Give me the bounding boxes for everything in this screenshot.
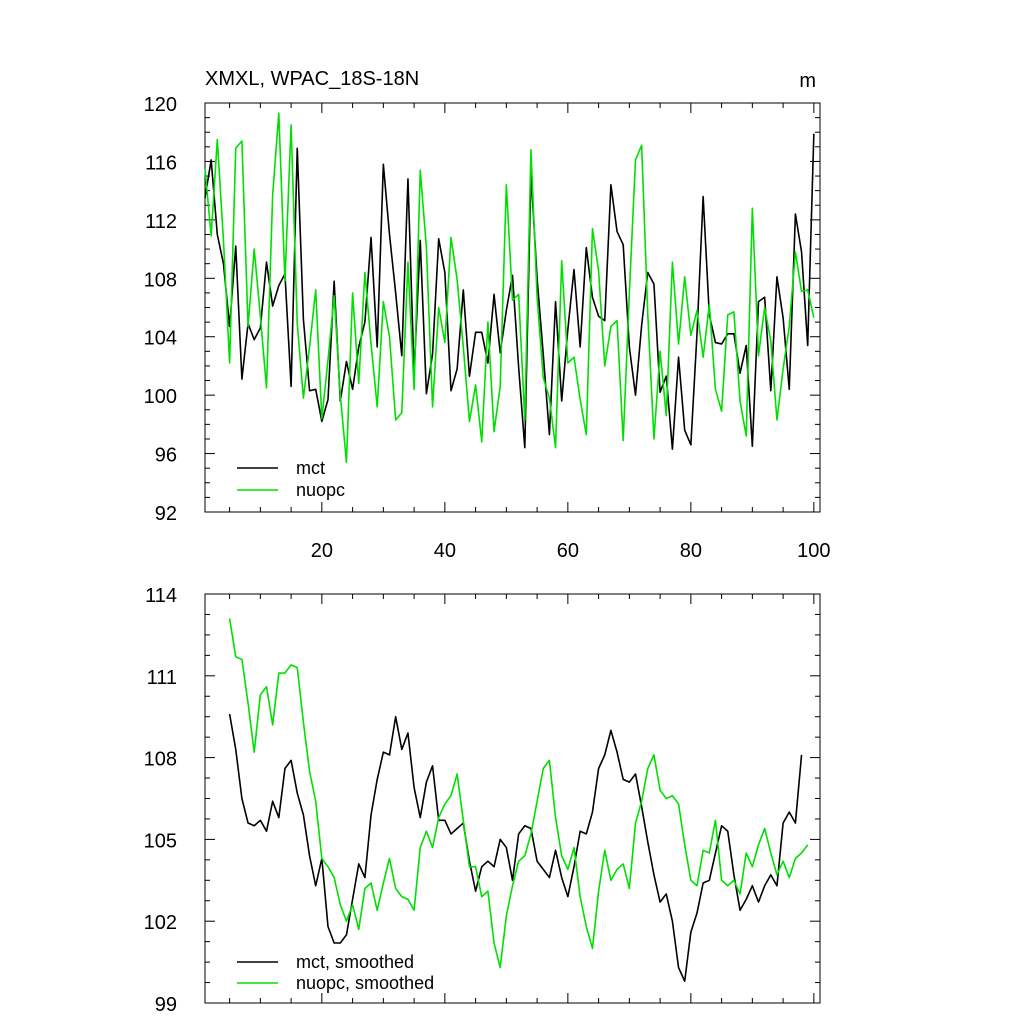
x-tick-label: 100 [797, 540, 830, 562]
y-tick-label: 96 [155, 445, 177, 467]
series-line-mct-smoothed [228, 713, 803, 982]
legend-label: nuopc [296, 480, 345, 500]
y-tick-label: 116 [145, 152, 177, 174]
y-tick-label: 92 [155, 503, 177, 525]
y-tick-label: 108 [144, 749, 177, 771]
y-tick-label: 102 [144, 912, 177, 934]
y-tick-label: 114 [145, 585, 177, 607]
y-tick-label: 111 [147, 667, 177, 689]
legend-label: mct [296, 458, 325, 478]
y-tick-label: 105 [144, 830, 177, 852]
series-line-nuopc [204, 112, 815, 464]
y-tick-label: 100 [144, 386, 177, 408]
x-tick-label: 40 [434, 540, 456, 562]
y-tick-label: 99 [155, 994, 177, 1016]
x-tick-label: 60 [557, 540, 579, 562]
y-tick-label: 112 [145, 211, 177, 233]
x-tick-label: 20 [311, 540, 333, 562]
units-label: m [799, 70, 816, 92]
chart-title: XMXL, WPAC_18S-18N [205, 68, 419, 90]
series-line-mct [204, 133, 815, 450]
y-tick-label: 108 [144, 269, 177, 291]
series-line-nuopc-smoothed [228, 618, 809, 969]
legend-label: mct, smoothed [296, 952, 414, 972]
top-panel: 92 96 100 104 108 112 116 120 20 40 60 80 100 XMXL, W… [144, 68, 831, 562]
plot-frame [204, 593, 821, 1004]
y-tick-label: 120 [144, 94, 177, 116]
legend-label: nuopc, smoothed [296, 973, 434, 993]
x-tick-label: 80 [680, 540, 702, 562]
y-tick-label: 104 [144, 328, 177, 350]
